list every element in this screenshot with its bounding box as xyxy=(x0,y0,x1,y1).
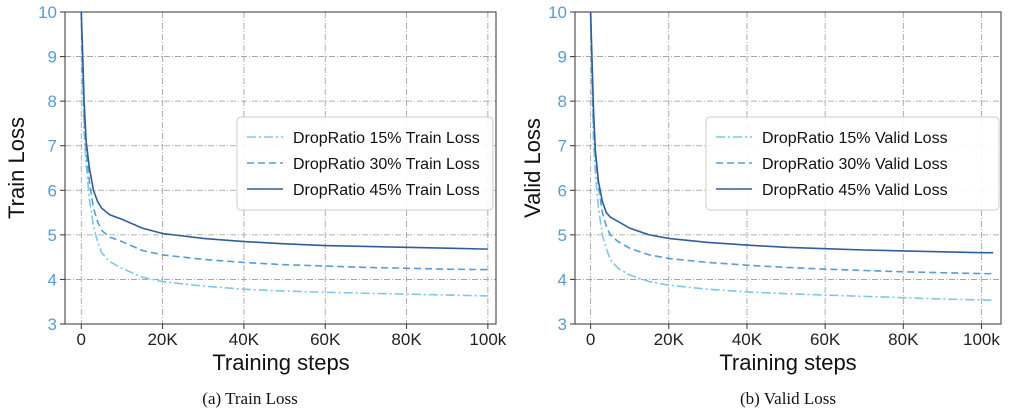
legend-label: DropRatio 30% Train Loss xyxy=(293,156,480,173)
panel-caption: (b) Valid Loss xyxy=(740,389,836,408)
x-tick-label: 20K xyxy=(654,330,685,349)
x-tick-label: 100k xyxy=(469,330,506,349)
y-tick-label: 8 xyxy=(558,92,567,111)
legend-box xyxy=(236,116,494,211)
chart-panel-2: 0 20K 40K 60K 80K 100k 3 4 5 6 7 8 9 10 Training steps… xyxy=(520,3,1002,408)
legend-box xyxy=(705,116,1000,211)
x-tick-label: 20K xyxy=(147,330,178,349)
y-tick-label: 10 xyxy=(38,3,57,22)
series-line-2 xyxy=(80,12,488,271)
chart-panel-1: 0 20K 40K 60K 80K 100k 3 4 5 6 7 8 9 10 Training steps… xyxy=(4,3,507,408)
series-line-3 xyxy=(80,12,488,250)
x-axis-label: Training steps xyxy=(719,350,856,375)
y-tick-label: 8 xyxy=(48,92,57,111)
y-tick-label: 10 xyxy=(548,3,567,22)
y-tick-label: 4 xyxy=(48,270,57,289)
x-tick-label: 60K xyxy=(310,330,341,349)
x-tick-label: 0 xyxy=(77,330,86,349)
y-tick-label: 5 xyxy=(558,226,567,245)
x-tick-label: 100k xyxy=(963,330,1000,349)
series-line-2 xyxy=(589,12,994,275)
series-line-1 xyxy=(589,12,994,302)
y-tick-label: 6 xyxy=(48,181,57,200)
y-tick-label: 7 xyxy=(558,137,567,156)
y-tick-label: 3 xyxy=(558,315,567,334)
x-axis-label: Training steps xyxy=(212,350,349,375)
y-tick-label: 6 xyxy=(558,181,567,200)
y-tick-label: 9 xyxy=(558,48,567,67)
y-tick-label: 3 xyxy=(48,315,57,334)
y-tick-label: 4 xyxy=(558,270,567,289)
y-axis-label: Valid Loss xyxy=(520,118,545,218)
y-tick-label: 7 xyxy=(48,137,57,156)
y-tick-label: 9 xyxy=(48,48,57,67)
x-tick-label: 0 xyxy=(586,330,595,349)
x-tick-label: 80K xyxy=(391,330,422,349)
legend-label: DropRatio 45% Train Loss xyxy=(293,182,480,199)
x-tick-label: 40K xyxy=(732,330,763,349)
series-line-1 xyxy=(80,12,488,297)
series-line-3 xyxy=(589,12,994,254)
legend-label: DropRatio 45% Valid Loss xyxy=(762,182,948,199)
legend: DropRatio 15% Train Loss DropRatio 30% Tr… xyxy=(236,116,494,211)
plot-frame xyxy=(64,11,497,325)
plot-frame xyxy=(574,11,1002,325)
x-tick-label: 40K xyxy=(229,330,260,349)
x-tick-label: 60K xyxy=(810,330,841,349)
legend-label: DropRatio 15% Train Loss xyxy=(293,130,480,147)
panel-caption: (a) Train Loss xyxy=(202,389,297,408)
y-axis-label: Train Loss xyxy=(4,117,29,219)
legend-label: DropRatio 30% Valid Loss xyxy=(762,156,948,173)
legend-label: DropRatio 15% Valid Loss xyxy=(762,130,948,147)
y-tick-label: 5 xyxy=(48,226,57,245)
legend: DropRatio 15% Valid Loss DropRatio 30% Va… xyxy=(705,116,1000,211)
x-tick-label: 80K xyxy=(888,330,919,349)
